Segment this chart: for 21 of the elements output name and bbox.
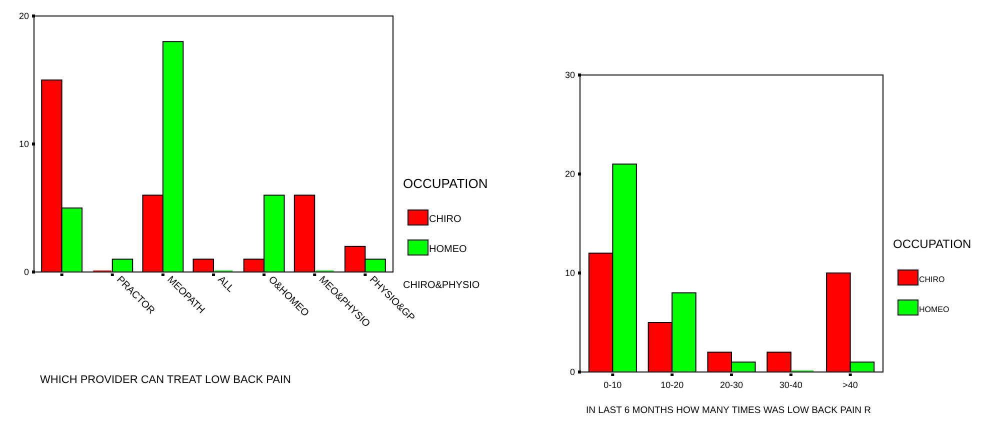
legend-label: HOMEO xyxy=(429,244,467,255)
x-tick-label: >40 xyxy=(842,380,858,390)
x-tick-label: 10-20 xyxy=(660,380,684,390)
legend-title: OCCUPATION xyxy=(893,237,972,251)
legend-label: CHIRO xyxy=(919,275,945,284)
y-tick-label: 0 xyxy=(570,367,575,378)
y-tick-label: 10 xyxy=(18,139,29,150)
x-tick-label: 30-40 xyxy=(779,380,802,390)
legend-label: CHIRO xyxy=(429,214,462,225)
x-tick-label: 0-10 xyxy=(604,380,622,390)
x-axis-title: WHICH PROVIDER CAN TREAT LOW BACK PAIN xyxy=(40,374,292,386)
legend-label: HOMEO xyxy=(919,305,950,314)
y-tick-label: 30 xyxy=(564,70,575,80)
x-axis-title: IN LAST 6 MONTHS HOW MANY TIMES WAS LOW BACK PAIN R xyxy=(586,405,872,416)
y-tick-label: 10 xyxy=(564,268,575,278)
y-tick-label: 0 xyxy=(24,267,29,278)
y-tick-label: 20 xyxy=(564,169,575,180)
x-tick-label: 20-30 xyxy=(720,380,744,390)
y-tick-label: 20 xyxy=(18,11,29,22)
x-tick-label: ALL xyxy=(215,274,236,296)
legend-title: OCCUPATION xyxy=(403,176,488,191)
